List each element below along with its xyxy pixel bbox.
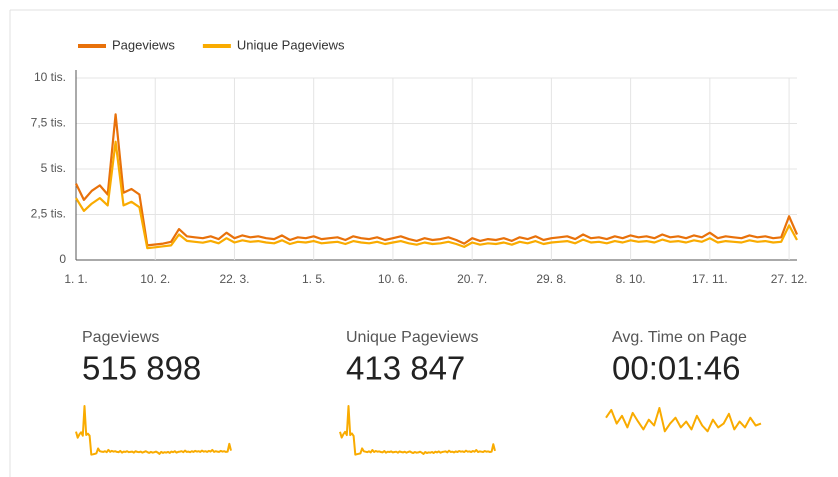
sparkline [339,405,496,456]
x-tick-label: 10. 6. [378,272,408,286]
sparkline [75,405,232,456]
x-tick-label: 17. 11. [692,272,728,286]
scorecard-value: 00:01:46 [612,350,740,387]
series-line [75,113,799,247]
y-tick-label: 10 tis. [34,70,66,84]
y-tick-label: 0 [59,252,66,266]
x-tick-label: 1. 1. [64,272,87,286]
y-tick-label: 7,5 tis. [31,116,66,130]
scorecard-label: Avg. Time on Page [612,329,747,346]
y-tick-label: 2,5 tis. [31,207,66,221]
y-tick-label: 5 tis. [41,161,66,175]
scorecard-label: Pageviews [82,329,159,346]
sparkline [605,407,762,433]
x-tick-label: 20. 7. [457,272,487,286]
legend-label: Pageviews [112,37,175,52]
scorecard-value: 413 847 [346,350,465,387]
x-tick-label: 29. 8. [536,272,566,286]
x-tick-label: 8. 10. [616,272,646,286]
scorecard-label: Unique Pageviews [346,329,479,346]
x-tick-label: 27. 12. [771,272,808,286]
legend-label: Unique Pageviews [237,37,345,52]
x-tick-label: 10. 2. [140,272,170,286]
x-tick-label: 1. 5. [302,272,325,286]
series-line [75,140,798,250]
scorecard-value: 515 898 [82,350,201,387]
x-tick-label: 22. 3. [219,272,249,286]
